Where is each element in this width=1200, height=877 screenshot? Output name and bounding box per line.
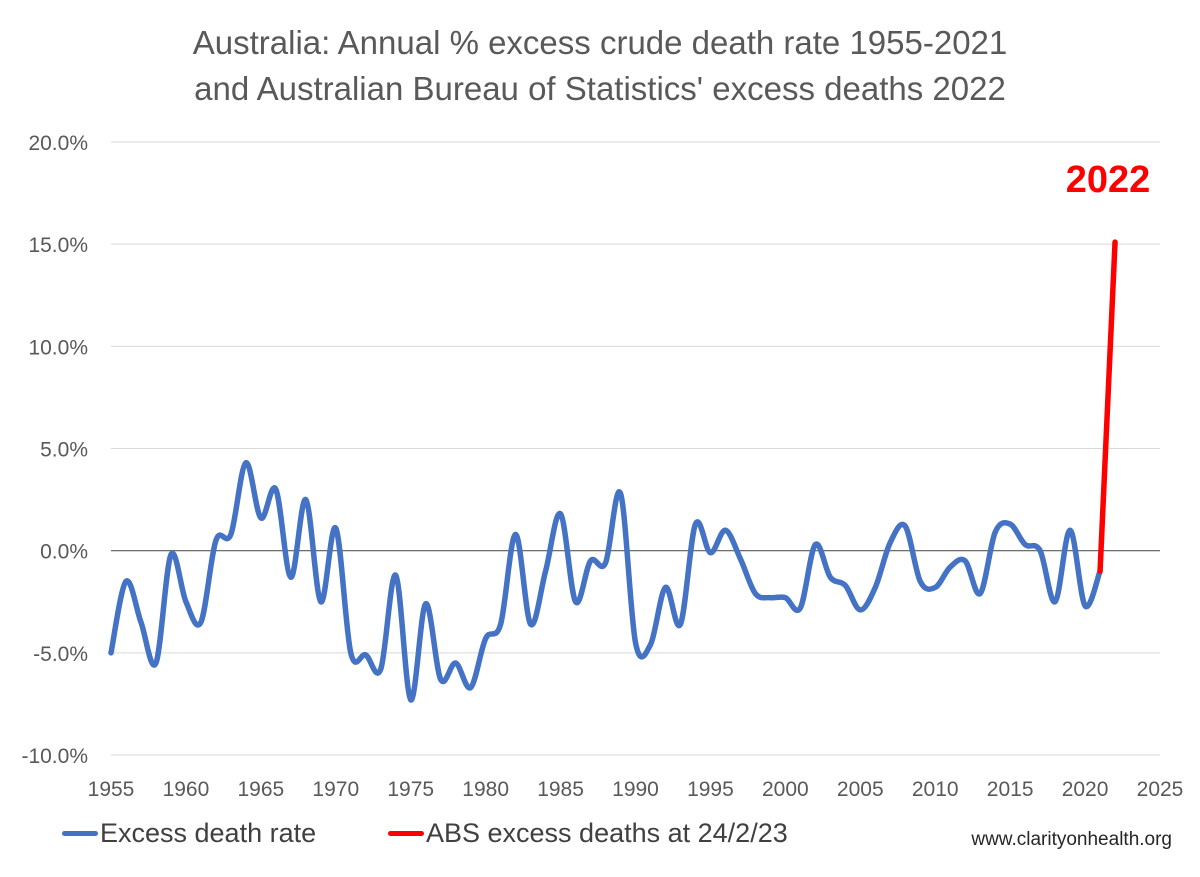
y-tick-label: -10.0% (21, 745, 88, 768)
x-tick-label: 1980 (462, 778, 509, 801)
x-tick-label: 1995 (687, 778, 734, 801)
legend: Excess death rate ABS excess deaths at 2… (0, 818, 1200, 858)
x-tick-label: 1985 (537, 778, 584, 801)
legend-label-excess-death-rate: Excess death rate (100, 818, 317, 848)
y-tick-label: -5.0% (33, 643, 88, 666)
x-tick-label: 1965 (237, 778, 284, 801)
chart-title-line-2: and Australian Bureau of Statistics' exc… (194, 70, 1006, 107)
y-tick-label: 5.0% (40, 439, 88, 462)
x-tick-label: 2005 (837, 778, 884, 801)
series-line-excess-death-rate (108, 460, 1103, 703)
legend-item-excess-death-rate: Excess death rate (62, 818, 316, 849)
y-tick-label: 10.0% (28, 336, 88, 359)
chart-title-line-1: Australia: Annual % excess crude death r… (192, 24, 1008, 61)
x-tick-label: 2010 (912, 778, 959, 801)
y-tick-label: 15.0% (28, 234, 88, 257)
x-tick-label: 2020 (1062, 778, 1109, 801)
x-tick-label: 2025 (1137, 778, 1184, 801)
x-tick-label: 2015 (987, 778, 1034, 801)
x-tick-label: 1975 (387, 778, 434, 801)
legend-swatch-blue (62, 831, 98, 836)
x-tick-label: 2000 (762, 778, 809, 801)
source-url: www.clarityonhealth.org (971, 829, 1172, 850)
legend-item-abs-excess-deaths: ABS excess deaths at 24/2/23 (388, 818, 788, 849)
x-tick-label: 1955 (88, 778, 135, 801)
x-tick-label: 1990 (612, 778, 659, 801)
y-tick-label: 0.0% (40, 541, 88, 564)
x-tick-label: 1970 (312, 778, 359, 801)
chart-title: Australia: Annual % excess crude death r… (0, 20, 1200, 112)
y-tick-label: 20.0% (28, 132, 88, 155)
series-line-abs-excess-deaths (1097, 239, 1118, 574)
legend-swatch-red (388, 831, 424, 836)
x-tick-label: 1960 (163, 778, 210, 801)
legend-label-abs-excess-deaths: ABS excess deaths at 24/2/23 (426, 818, 788, 848)
annotation-2022: 2022 (1066, 159, 1151, 201)
